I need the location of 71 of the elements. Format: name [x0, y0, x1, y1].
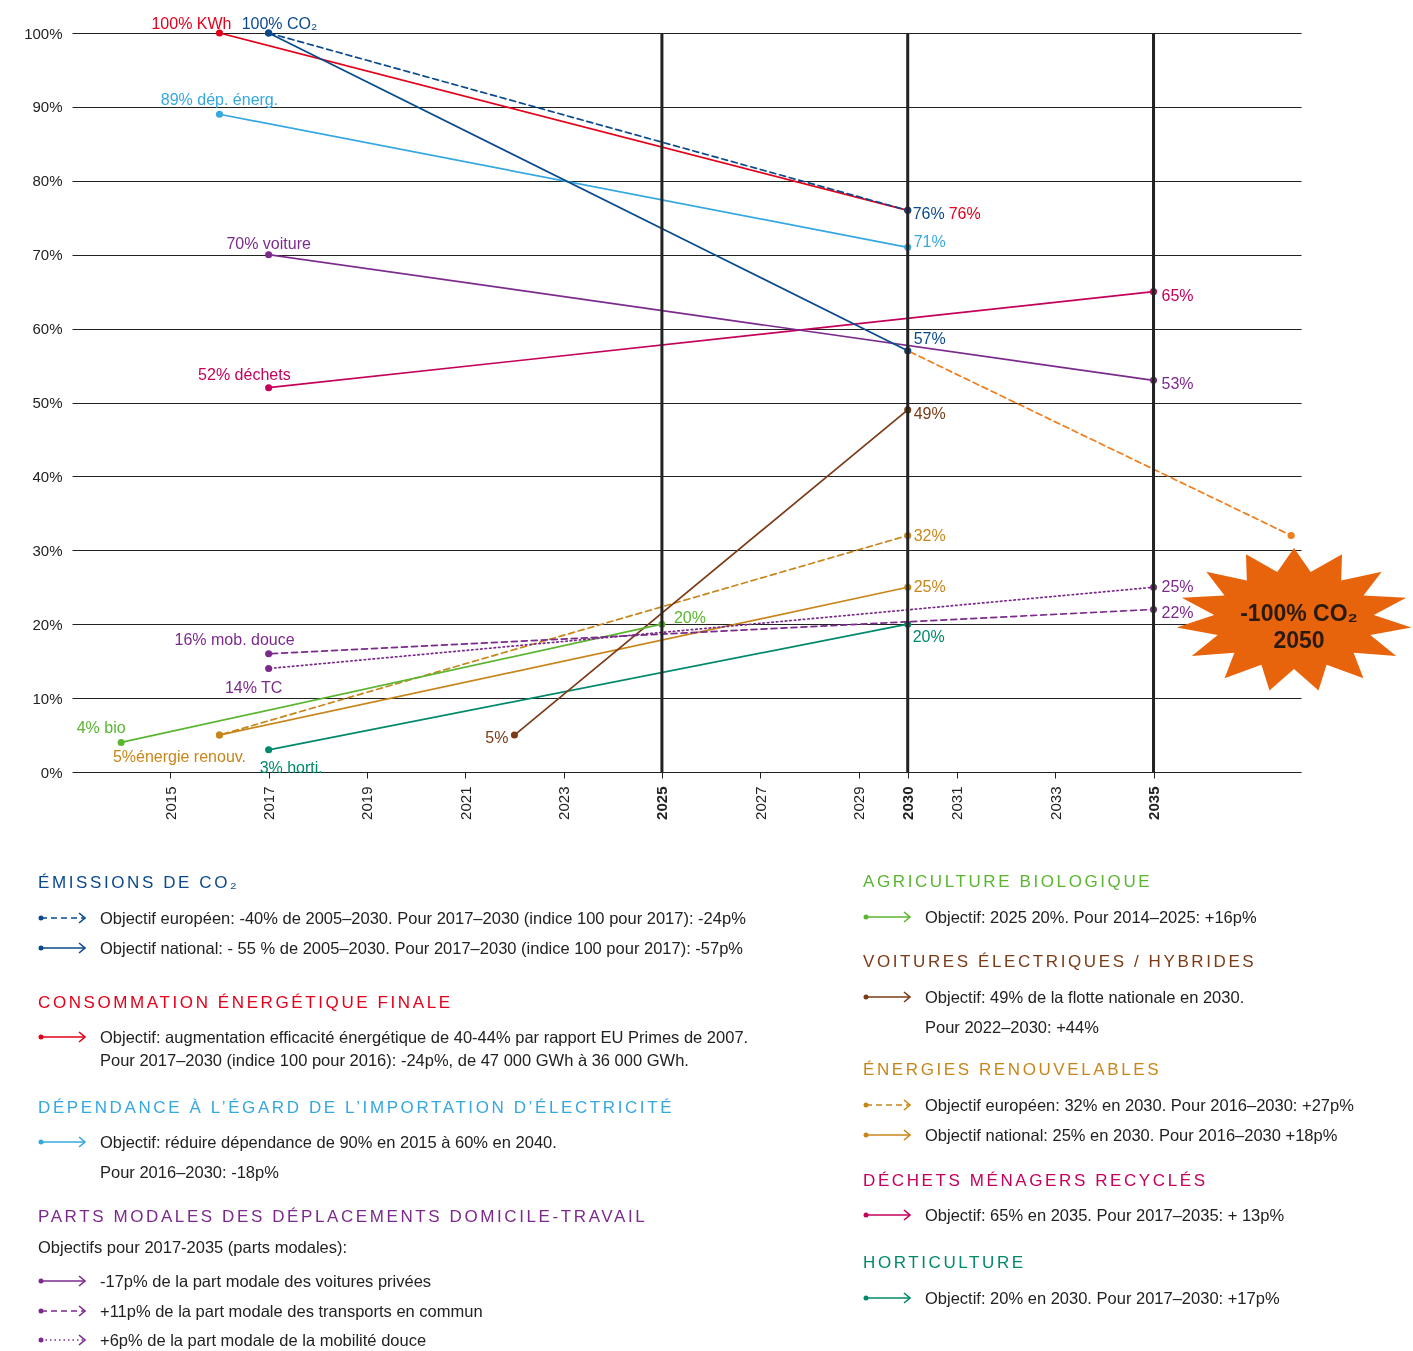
annotation: 52% déchets [198, 365, 291, 383]
legend-label: +11p% de la part modale des transports en commun [100, 1301, 483, 1322]
legend-label: Objectif européen: -40% de 2005–2030. Pour 2017–2030 (indice 100 pour 2017): -24p% [100, 908, 746, 929]
text: DÉCHETS MÉNAGERS RECYCLÉS [863, 1170, 1208, 1192]
y-tick-label: 40% [32, 467, 63, 485]
y-tick-label: 0% [40, 763, 63, 781]
text: DÉPENDANCE À L’ÉGARD DE L’IMPORTATION D’ÉLECTRICITÉ [38, 1097, 675, 1119]
legend-label: Objectif: 20% en 2030. Pour 2017–2030: +17p% [925, 1288, 1280, 1309]
legend-label: Objectif: 2025 20%. Pour 2014–2025: +16p% [925, 907, 1257, 928]
y-tick-label: 10% [32, 689, 63, 707]
legend-label: Objectif national: 25% en 2030. Pour 2016–2030 +18p% [925, 1125, 1338, 1146]
text: HORTICULTURE [863, 1252, 1026, 1274]
text: PARTS MODALES DES DÉPLACEMENTS DOMICILE-TRAVAIL [38, 1206, 648, 1228]
x-tick-label: 2017 [260, 786, 278, 820]
legend-label: +6p% de la part modale de la mobilité douce [100, 1330, 427, 1351]
annotation: 57% [913, 329, 946, 347]
x-tick-label: 2035 [1145, 786, 1163, 820]
legend-label: Objectif: augmentation efficacité énergétique de 40-44% par rapport EU Primes de 2007. Pour 2017–2030 (indice 100 pour 2016): -24p%, de 47 000 GWh à 36 000 GWh. [100, 1026, 749, 1071]
y-tick-label: 20% [32, 615, 63, 633]
annotation: 65% [1161, 286, 1194, 304]
legend-label: Objectif européen: 32% en 2030. Pour 2016–2030: +27p% [925, 1095, 1354, 1116]
annotation: 100% KWh [151, 15, 232, 32]
x-tick-label: 2025 [653, 786, 671, 820]
x-tick-label: 2029 [850, 786, 868, 820]
text: Objectifs pour 2017-2035 (parts modales): [38, 1237, 348, 1258]
annotation: -100% CO₂ 2050 [1239, 600, 1359, 654]
annotation: 25% [913, 578, 946, 596]
annotation: 70% voiture [226, 234, 311, 252]
annotation: 76% [948, 205, 981, 223]
x-tick-label: 2033 [1046, 786, 1064, 820]
x-tick-label: 2021 [456, 786, 474, 820]
annotation: 71% [913, 233, 946, 251]
text: ÉMISSIONS DE CO₂ [38, 872, 240, 894]
y-tick-label: 100% [24, 24, 63, 42]
annotation: 49% [913, 404, 946, 422]
annotation: 20% [673, 609, 706, 627]
annotation: 4% bio [76, 719, 126, 737]
x-tick-label: 2030 [899, 786, 917, 820]
annotation: 89% dép. énerg. [160, 91, 279, 109]
y-tick-label: 90% [32, 98, 63, 116]
x-tick-label: 2015 [161, 786, 179, 820]
annotation: 16% mob. douce [174, 630, 295, 648]
annotation: 14% TC [224, 678, 283, 696]
y-tick-label: 30% [32, 541, 63, 559]
legend-label: -17p% de la part modale des voitures privées [100, 1271, 432, 1292]
x-tick-label: 2031 [948, 786, 966, 820]
annotation: 53% [1161, 375, 1194, 393]
annotation: 76% [912, 205, 945, 223]
legend-label: Objectif national: - 55 % de 2005–2030. Pour 2017–2030 (indice 100 pour 2017): -57p% [100, 938, 744, 959]
x-tick-label: 2027 [751, 786, 769, 820]
annotation: 20% [912, 628, 945, 646]
annotation: 32% [913, 526, 946, 544]
legend-label: Objectif: réduire dépendance de 90% en 2015 à 60% en 2040. Pour 2016–2030: -18p% [100, 1132, 557, 1183]
text: VOITURES ÉLECTRIQUES / HYBRIDES [863, 951, 1257, 973]
x-tick-label: 2019 [358, 786, 376, 820]
annotation: 5% [485, 729, 509, 747]
legend-label: Objectif: 49% de la flotte nationale en 2030. Pour 2022–2030: +44% [925, 987, 1245, 1038]
y-tick-label: 60% [32, 320, 63, 338]
annotation: 22% [1161, 604, 1194, 622]
annotation: 5%énergie renouv. [112, 748, 247, 766]
y-tick-label: 80% [32, 172, 63, 190]
annotation: 3% horti. [259, 758, 323, 776]
y-tick-label: 50% [32, 394, 63, 411]
x-tick-label: 2023 [555, 786, 573, 820]
annotation: 25% [1161, 578, 1194, 596]
text: CONSOMMATION ÉNERGÉTIQUE FINALE [38, 992, 453, 1014]
y-tick-label: 70% [32, 246, 63, 264]
text: AGRICULTURE BIOLOGIQUE [863, 871, 1153, 893]
text: ÉNERGIES RENOUVELABLES [863, 1059, 1162, 1081]
legend-label: Objectif: 65% en 2035. Pour 2017–2035: + 13p% [925, 1205, 1285, 1226]
annotation: 100% CO₂ [241, 15, 318, 32]
